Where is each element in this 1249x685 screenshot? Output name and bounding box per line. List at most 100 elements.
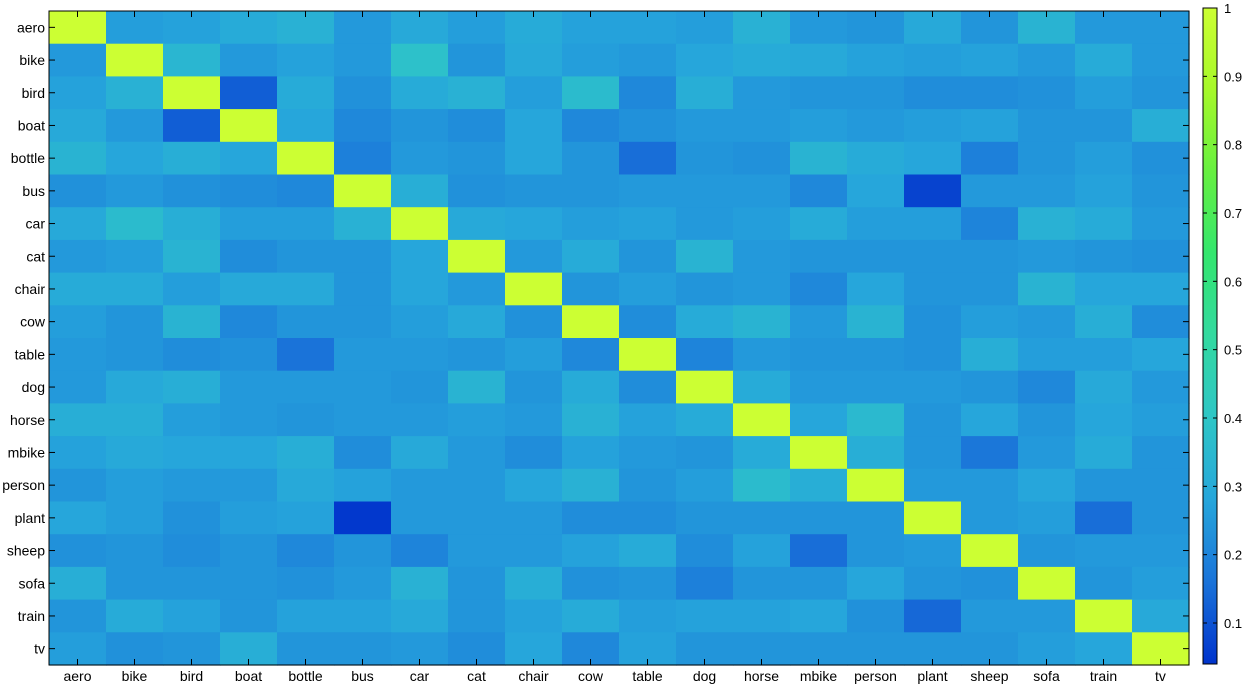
heatmap-cell bbox=[562, 436, 620, 470]
y-tick-label: chair bbox=[15, 281, 46, 297]
heatmap-cell bbox=[220, 501, 278, 535]
heatmap-cell bbox=[163, 76, 221, 110]
heatmap-cell bbox=[391, 436, 449, 470]
colorbar-tick-label: 0.5 bbox=[1224, 343, 1242, 358]
heatmap-cell bbox=[391, 468, 449, 503]
heatmap-cell bbox=[106, 599, 164, 633]
heatmap-cell bbox=[106, 174, 164, 208]
x-tick-label: cow bbox=[578, 668, 604, 684]
heatmap-cell bbox=[733, 141, 791, 176]
heatmap-cell bbox=[619, 566, 677, 601]
heatmap-cell bbox=[1018, 403, 1076, 437]
heatmap-cell bbox=[619, 174, 677, 208]
heatmap-cell bbox=[676, 468, 734, 503]
heatmap-cell bbox=[220, 468, 278, 503]
heatmap-cell bbox=[277, 174, 335, 208]
heatmap-cell bbox=[847, 436, 905, 470]
heatmap-cell bbox=[1075, 468, 1133, 503]
heatmap-cell bbox=[49, 109, 107, 143]
heatmap-cell bbox=[733, 109, 791, 143]
heatmap-cell bbox=[847, 338, 905, 372]
heatmap-cell bbox=[334, 174, 392, 208]
heatmap-cell bbox=[961, 109, 1019, 143]
heatmap-cell bbox=[220, 305, 278, 339]
heatmap-cell bbox=[1132, 599, 1190, 633]
heatmap-cell bbox=[391, 141, 449, 176]
heatmap-cell bbox=[847, 207, 905, 241]
colorbar-tick-label: 0.3 bbox=[1224, 479, 1242, 494]
heatmap-cell bbox=[790, 403, 848, 437]
heatmap-cell bbox=[277, 109, 335, 143]
heatmap-cell bbox=[1132, 109, 1190, 143]
y-tick-label: boat bbox=[18, 117, 45, 133]
colorbar-tick-label: 0.2 bbox=[1224, 548, 1242, 563]
heatmap-cell bbox=[961, 174, 1019, 208]
heatmap-cell bbox=[448, 272, 506, 306]
heatmap-cell bbox=[505, 272, 563, 306]
heatmap-cell bbox=[619, 239, 677, 274]
heatmap-cell bbox=[1018, 370, 1076, 404]
heatmap-cell bbox=[391, 305, 449, 339]
heatmap-cell bbox=[505, 599, 563, 633]
heatmap-cell bbox=[733, 338, 791, 372]
heatmap-cell bbox=[619, 403, 677, 437]
heatmap-cell bbox=[448, 338, 506, 372]
heatmap-cell bbox=[1132, 141, 1190, 176]
heatmap-cell bbox=[49, 338, 107, 372]
heatmap-cell bbox=[106, 305, 164, 339]
heatmap-cell bbox=[961, 305, 1019, 339]
heatmap-cell bbox=[163, 207, 221, 241]
heatmap-cell bbox=[334, 566, 392, 601]
heatmap-cell bbox=[334, 599, 392, 633]
heatmap-cell bbox=[448, 76, 506, 110]
heatmap-cell bbox=[163, 239, 221, 274]
heatmap-cell bbox=[676, 109, 734, 143]
heatmap-cell bbox=[334, 436, 392, 470]
heatmap-cell bbox=[448, 599, 506, 633]
heatmap-cell bbox=[961, 141, 1019, 176]
heatmap-cell bbox=[448, 305, 506, 339]
heatmap-cell bbox=[1018, 566, 1076, 601]
heatmap-cell bbox=[391, 370, 449, 404]
heatmap-cell bbox=[733, 174, 791, 208]
heatmap-cell bbox=[163, 272, 221, 306]
heatmap-cell bbox=[790, 43, 848, 77]
heatmap-cell bbox=[334, 141, 392, 176]
heatmap-cell bbox=[562, 468, 620, 503]
heatmap-cell bbox=[277, 534, 335, 568]
heatmap-cell bbox=[562, 207, 620, 241]
heatmap-cell bbox=[904, 436, 962, 470]
heatmap-cell bbox=[277, 272, 335, 306]
heatmap-cell bbox=[790, 566, 848, 601]
heatmap-cell bbox=[1075, 534, 1133, 568]
y-tick-label: mbike bbox=[8, 444, 46, 460]
y-tick-label: bus bbox=[22, 183, 45, 199]
heatmap-cell bbox=[790, 436, 848, 470]
heatmap-cell bbox=[961, 76, 1019, 110]
heatmap-cell bbox=[334, 501, 392, 535]
heatmap-cell bbox=[391, 76, 449, 110]
heatmap-cell bbox=[49, 43, 107, 77]
heatmap-cell bbox=[904, 141, 962, 176]
heatmap-cell bbox=[1132, 174, 1190, 208]
heatmap-cell bbox=[676, 599, 734, 633]
heatmap-cell bbox=[676, 272, 734, 306]
heatmap-cell bbox=[790, 272, 848, 306]
heatmap-cell bbox=[790, 370, 848, 404]
heatmap-cell bbox=[163, 501, 221, 535]
heatmap-cell bbox=[733, 370, 791, 404]
heatmap-cell bbox=[847, 272, 905, 306]
heatmap-cell bbox=[1132, 566, 1190, 601]
heatmap-cell bbox=[619, 43, 677, 77]
heatmap-cell bbox=[904, 272, 962, 306]
x-tick-label: aero bbox=[63, 668, 91, 684]
heatmap-cell bbox=[847, 174, 905, 208]
heatmap-cell bbox=[391, 403, 449, 437]
heatmap-cell bbox=[505, 468, 563, 503]
colorbar-ticks: 0.1 0.2 0.3 0.4 0.5 0.6 0.7 0.8 0.9 1 bbox=[1203, 1, 1242, 631]
heatmap-cell bbox=[562, 599, 620, 633]
heatmap-cell bbox=[904, 501, 962, 535]
heatmap-cell bbox=[163, 534, 221, 568]
heatmap-cell bbox=[847, 534, 905, 568]
heatmap-cell bbox=[847, 141, 905, 176]
